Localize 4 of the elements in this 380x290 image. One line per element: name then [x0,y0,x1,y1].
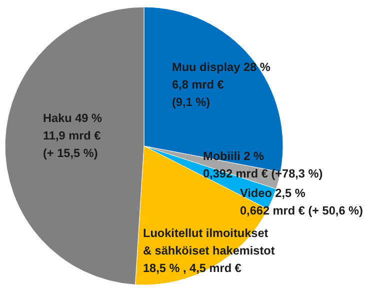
slice-label: Haku 49 % 11,9 mrd € (+ 15,5 %) [43,111,103,160]
slice-label: Mobiili 2 % 0,392 mrd € (+78,3 %) [203,149,323,180]
data-label: 18,5 % , 4,5 mrd € [143,261,242,275]
slice-label: Muu display 28 % 6,8 mrd € (9,1 %) [172,60,271,109]
